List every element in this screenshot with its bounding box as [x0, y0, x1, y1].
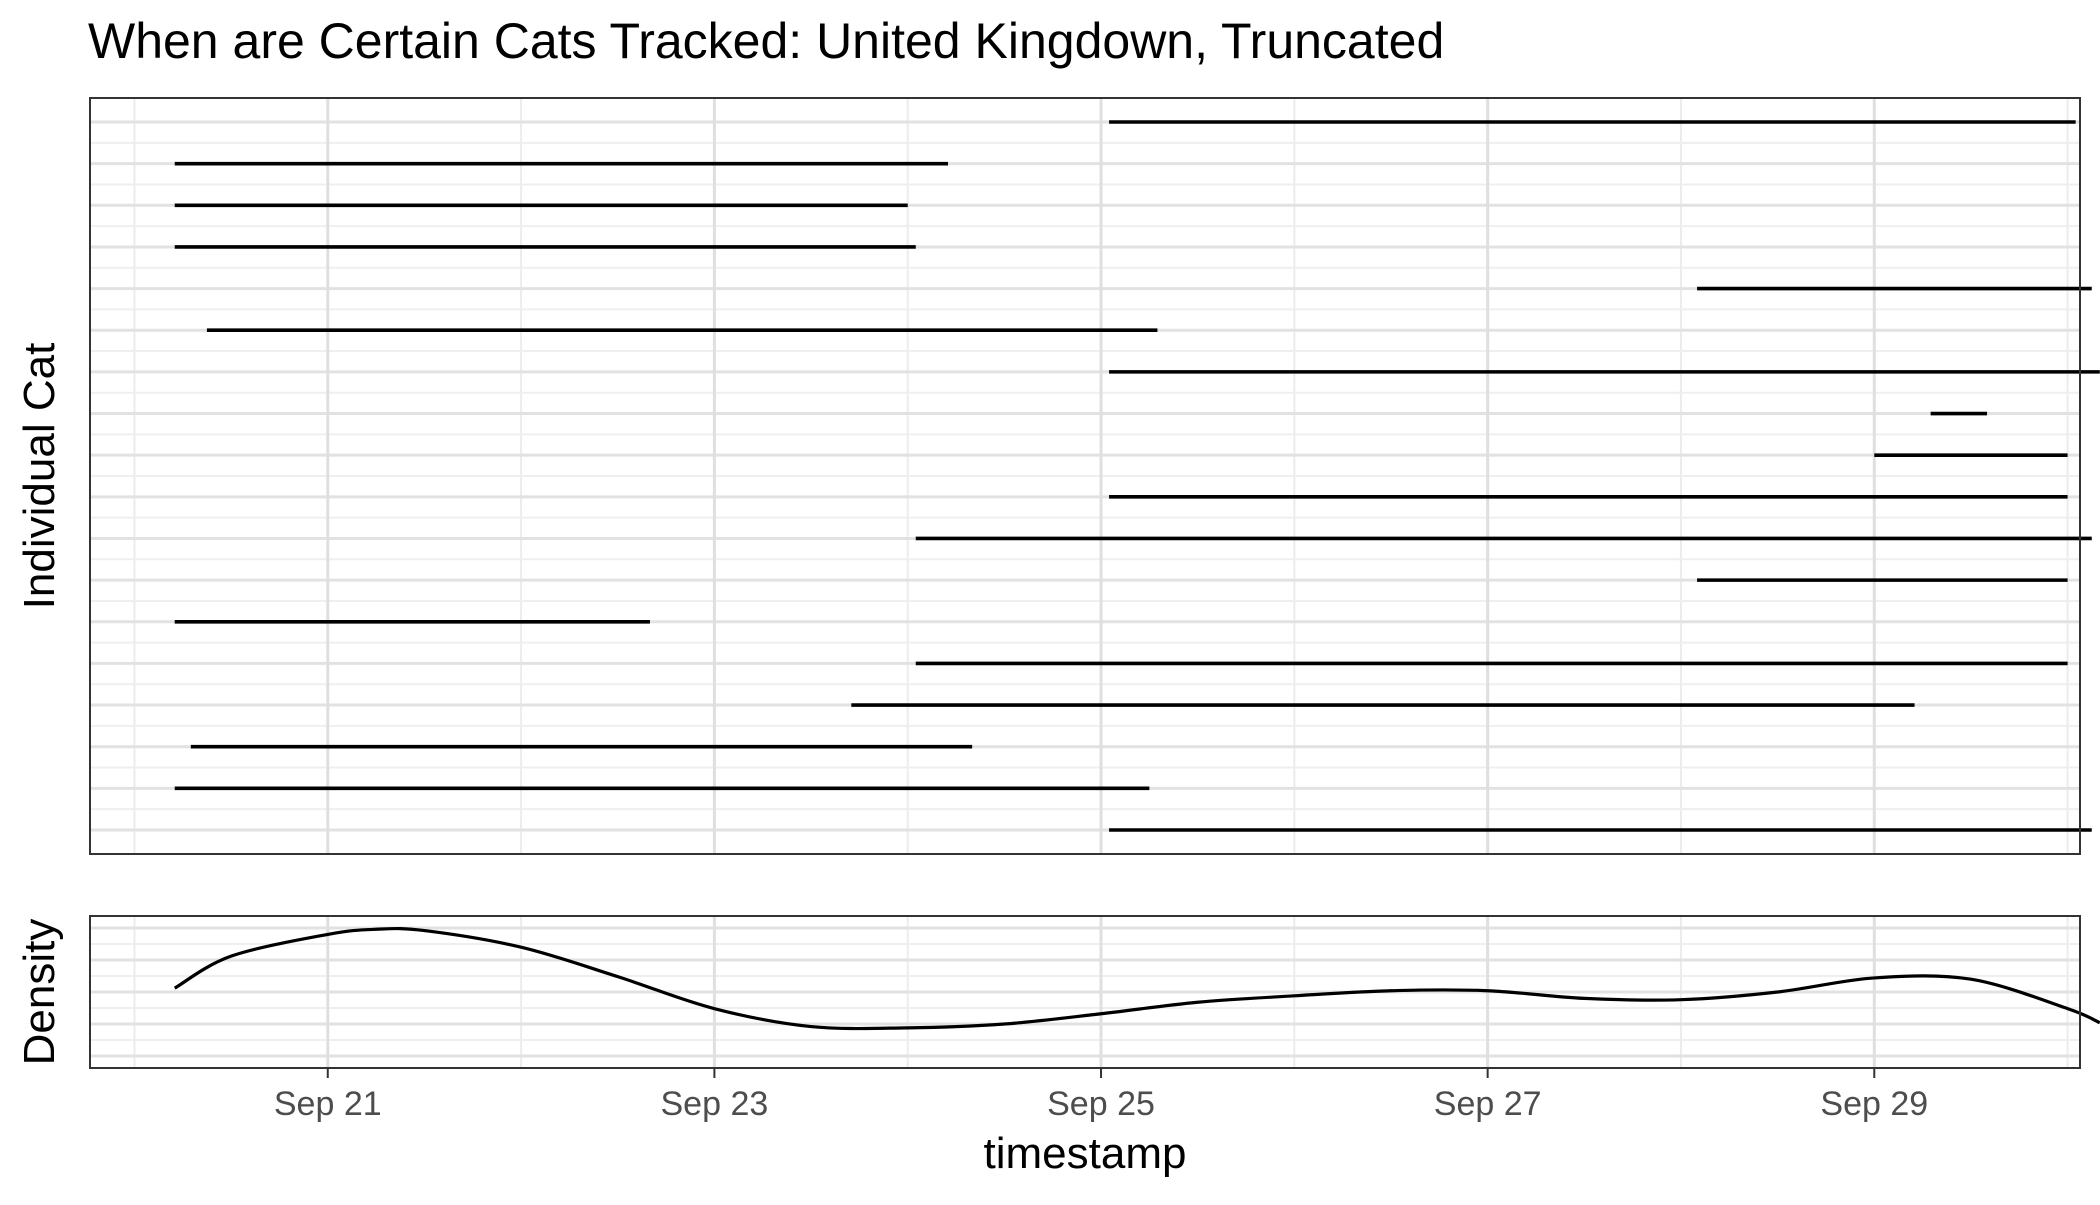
timeline-panel-border	[89, 97, 2081, 855]
x-axis-ticks: Sep 21 Sep 23 Sep 25 Sep 27 Sep 29	[274, 1068, 1928, 1123]
x-axis-tick-label: Sep 23	[661, 1085, 769, 1123]
density-panel-border	[89, 915, 2081, 1069]
x-axis-tick-label: Sep 27	[1434, 1085, 1542, 1123]
density-y-axis-title: Density	[15, 919, 64, 1066]
x-axis-tick-label: Sep 29	[1820, 1085, 1928, 1123]
density-gridlines	[90, 916, 2080, 1068]
x-axis-tick-label: Sep 25	[1047, 1085, 1155, 1123]
x-axis-title: timestamp	[984, 1129, 1187, 1178]
timeline-segments	[174, 120, 2100, 832]
chart-title: When are Certain Cats Tracked: United Ki…	[88, 13, 1444, 69]
density-curve	[173, 926, 2100, 1031]
x-axis-tick-label: Sep 21	[274, 1085, 382, 1123]
timeline-y-axis-title: Individual Cat	[15, 343, 64, 610]
